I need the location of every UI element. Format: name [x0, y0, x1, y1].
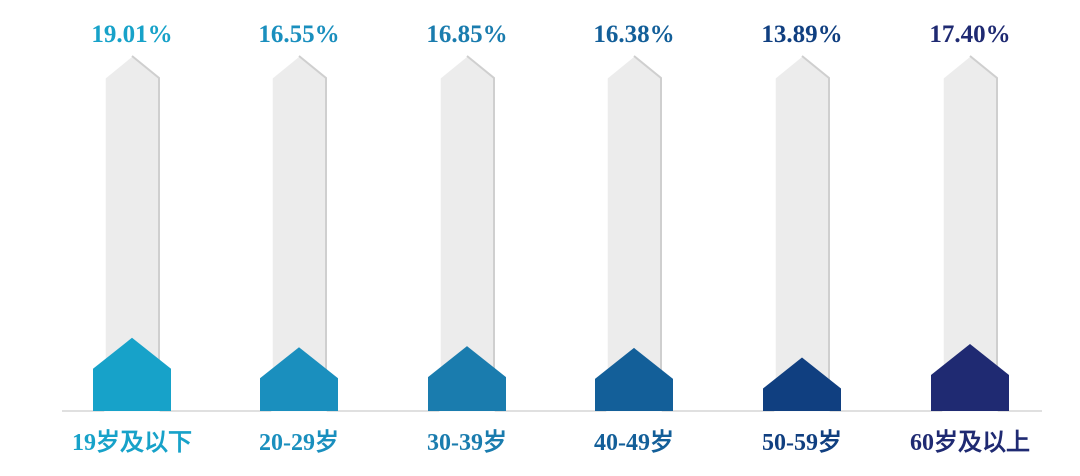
category-label: 30-39岁: [427, 428, 507, 456]
value-label: 16.38%: [593, 21, 674, 48]
value-label: 17.40%: [929, 21, 1010, 48]
bar: [260, 347, 338, 411]
background-column-edge: [969, 55, 998, 411]
background-column-edge: [466, 55, 495, 411]
category-label: 40-49岁: [594, 428, 674, 456]
value-label: 13.89%: [761, 21, 842, 48]
value-label: 16.55%: [258, 21, 339, 48]
category-label: 50-59岁: [762, 428, 842, 456]
background-column-edge: [298, 55, 327, 411]
background-column-edge: [801, 55, 830, 411]
bar: [763, 357, 841, 411]
background-column-edge: [131, 55, 160, 411]
value-label: 16.85%: [426, 21, 507, 48]
bar: [428, 346, 506, 411]
category-label: 60岁及以上: [910, 428, 1030, 456]
bar: [93, 337, 171, 411]
category-label: 19岁及以下: [72, 428, 192, 456]
background-column-edge: [633, 55, 662, 411]
bar: [931, 344, 1009, 411]
bar: [595, 347, 673, 411]
value-label: 19.01%: [91, 21, 172, 48]
category-label: 20-29岁: [259, 428, 339, 456]
